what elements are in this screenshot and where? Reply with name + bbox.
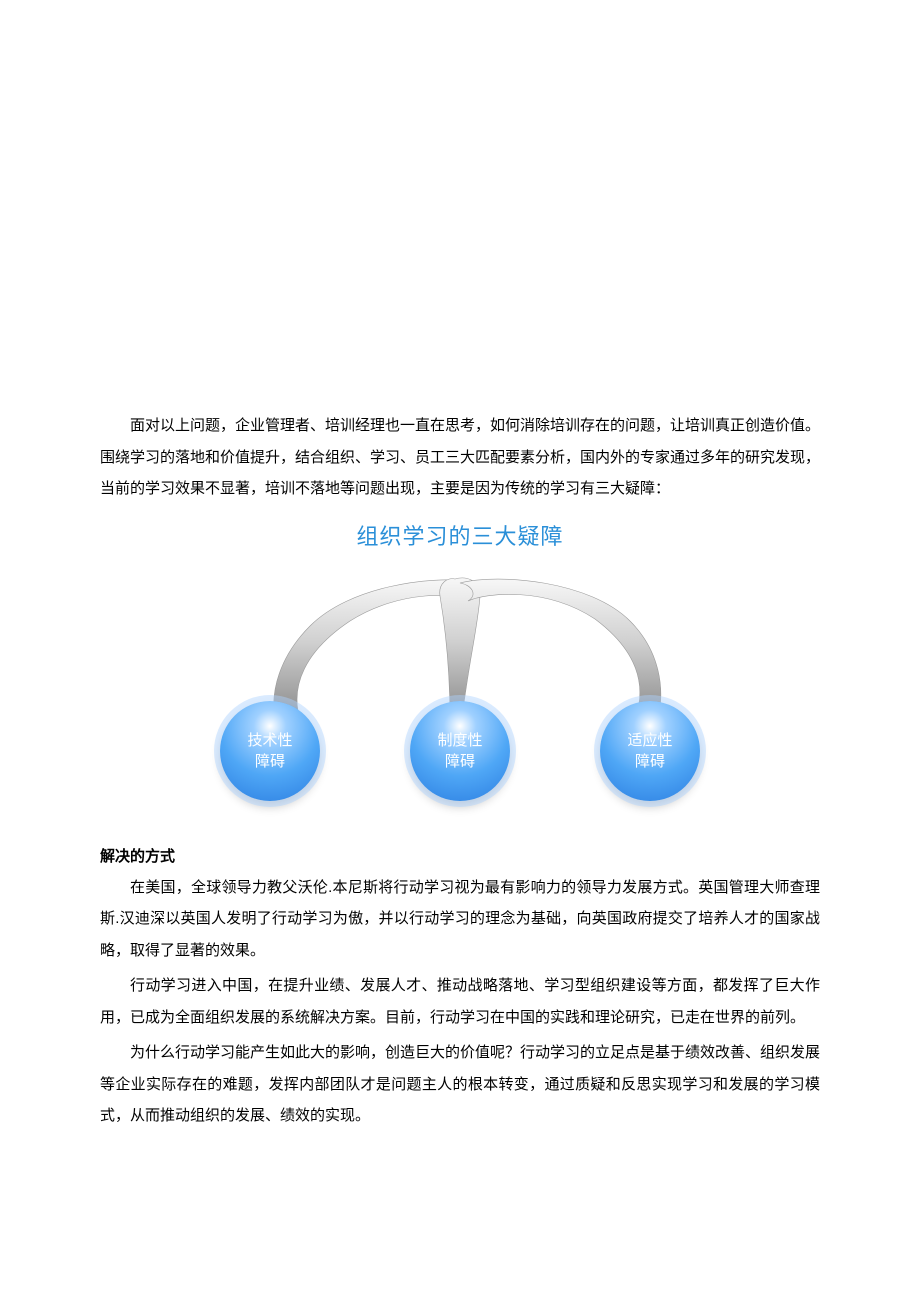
circles-row: 技术性 障碍 制度性 障碍 适应性 障碍 bbox=[100, 701, 820, 801]
intro-paragraph: 面对以上问题，企业管理者、培训经理也一直在思考，如何消除培训存在的问题，让培训真… bbox=[100, 410, 820, 505]
circle-label-line2: 障碍 bbox=[255, 753, 285, 770]
section-heading-solution: 解决的方式 bbox=[100, 845, 820, 866]
circle-label: 适应性 障碍 bbox=[627, 730, 672, 772]
circle-adaptive-barrier: 适应性 障碍 bbox=[600, 701, 700, 801]
document-page: 面对以上问题，企业管理者、培训经理也一直在思考，如何消除培训存在的问题，让培训真… bbox=[0, 0, 920, 1196]
circle-institutional-barrier: 制度性 障碍 bbox=[410, 701, 510, 801]
circle-label-line1: 适应性 bbox=[627, 732, 672, 749]
circle-label-line2: 障碍 bbox=[445, 753, 475, 770]
swirl-svg bbox=[100, 571, 820, 721]
swirl-row bbox=[100, 571, 820, 691]
circle-technical-barrier: 技术性 障碍 bbox=[220, 701, 320, 801]
circle-label-line2: 障碍 bbox=[635, 753, 665, 770]
three-barriers-diagram: 组织学习的三大疑障 bbox=[100, 519, 820, 819]
circle-label: 制度性 障碍 bbox=[437, 730, 482, 772]
body-paragraph-2: 行动学习进入中国，在提升业绩、发展人才、推动战略落地、学习型组织建设等方面，都发… bbox=[100, 970, 820, 1033]
circle-label-line1: 制度性 bbox=[437, 732, 482, 749]
body-paragraph-1: 在美国，全球领导力教父沃伦.本尼斯将行动学习视为最有影响力的领导力发展方式。英国… bbox=[100, 872, 820, 967]
diagram-title: 组织学习的三大疑障 bbox=[100, 519, 820, 551]
circle-label-line1: 技术性 bbox=[247, 732, 292, 749]
body-paragraph-3: 为什么行动学习能产生如此大的影响，创造巨大的价值呢？行动学习的立足点是基于绩效改… bbox=[100, 1037, 820, 1132]
circle-label: 技术性 障碍 bbox=[247, 730, 292, 772]
